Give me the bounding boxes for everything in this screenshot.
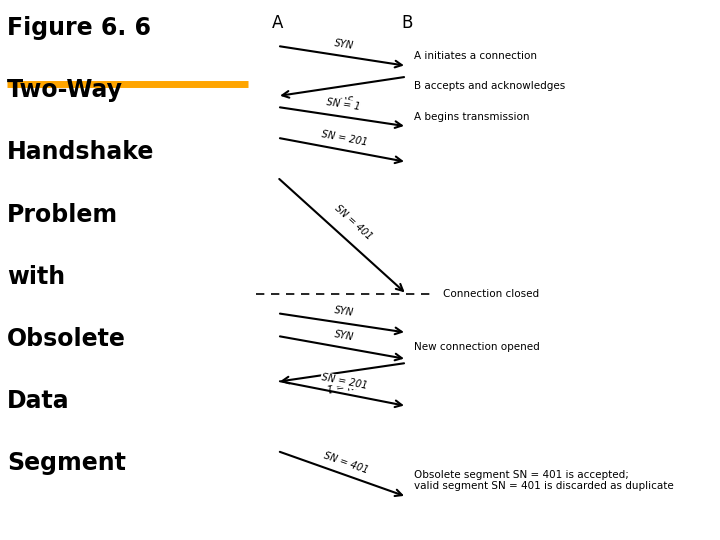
Text: SN = 201: SN = 201 [320, 373, 368, 391]
Text: A initiates a connection: A initiates a connection [414, 51, 537, 60]
Text: Problem: Problem [7, 202, 118, 226]
Text: A: A [271, 14, 283, 31]
Text: B: B [401, 14, 413, 31]
Text: Figure 6. 6: Figure 6. 6 [7, 16, 151, 40]
Text: SN = 201: SN = 201 [320, 129, 368, 147]
Text: SN = 1: SN = 1 [326, 97, 361, 112]
Text: Connection closed: Connection closed [443, 289, 539, 299]
Text: SYN: SYN [333, 305, 354, 318]
Text: Two-Way: Two-Way [7, 78, 123, 102]
Text: SYN: SYN [333, 329, 354, 342]
Text: Data: Data [7, 389, 70, 413]
Text: Obsolete: Obsolete [7, 327, 126, 350]
Text: SN = 401: SN = 401 [333, 204, 374, 242]
Text: SYN: SYN [333, 38, 354, 51]
Text: Segment: Segment [7, 451, 126, 475]
Text: New connection opened: New connection opened [414, 342, 540, 352]
Text: B accepts and acknowledges: B accepts and acknowledges [414, 82, 565, 91]
Text: SN = 1: SN = 1 [326, 377, 361, 392]
Text: SYN: SYN [333, 92, 354, 105]
Text: with: with [7, 265, 66, 288]
Text: A begins transmission: A begins transmission [414, 112, 529, 122]
Text: Obsolete segment SN = 401 is accepted;
valid segment SN = 401 is discarded as du: Obsolete segment SN = 401 is accepted; v… [414, 470, 674, 491]
Text: SN = 401: SN = 401 [323, 450, 369, 475]
Text: Handshake: Handshake [7, 140, 155, 164]
